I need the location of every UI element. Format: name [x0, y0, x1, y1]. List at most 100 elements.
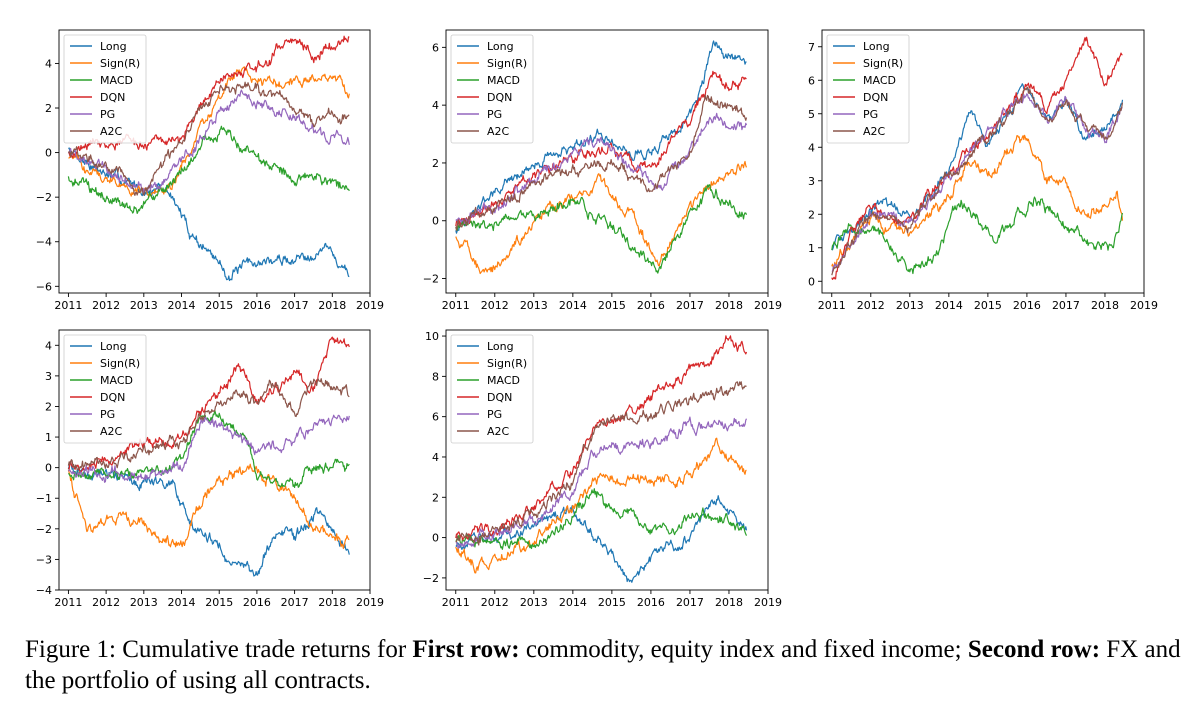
y-tick-label: 0: [432, 532, 439, 545]
axes-frame: [445, 29, 769, 294]
x-tick-label: 2015: [205, 299, 233, 312]
y-tick-label: −2: [36, 191, 52, 204]
x-tick-label: 2013: [520, 596, 548, 609]
x-tick-label: 2017: [281, 299, 309, 312]
legend-label: PG: [863, 108, 878, 121]
y-tick-label: 1: [808, 242, 815, 255]
y-tick-label: 5: [808, 108, 815, 121]
axes-frame: [445, 329, 769, 591]
x-tick-label: 2016: [243, 596, 271, 609]
legend-label: Sign(R): [487, 57, 527, 70]
legend-label: Long: [863, 40, 890, 53]
axes-frame: [58, 29, 371, 294]
x-tick-label: 2015: [205, 596, 233, 609]
axes-frame: [58, 329, 371, 591]
axes-frame: [821, 29, 1145, 294]
y-tick-label: 2: [432, 491, 439, 504]
caption-bold-first-row: First row:: [412, 636, 520, 663]
series-line-macd: [67, 125, 350, 214]
y-tick-label: 0: [808, 275, 815, 288]
x-tick-label: 2014: [168, 299, 196, 312]
x-tick-label: 2017: [281, 596, 309, 609]
series-group: [831, 36, 1124, 280]
legend-label: PG: [100, 408, 115, 421]
x-tick-label: 2011: [54, 596, 82, 609]
x-tick-label: 2012: [481, 299, 509, 312]
legend-label: DQN: [487, 91, 512, 104]
series-line-signr: [455, 437, 747, 574]
series-group: [455, 335, 748, 583]
x-tick-label: 2017: [676, 596, 704, 609]
legend-label: A2C: [487, 125, 510, 138]
legend: Long Sign(R) MACD DQN PG A2C: [450, 34, 534, 144]
legend: Long Sign(R) MACD DQN PG A2C: [826, 34, 910, 144]
legend-box: [450, 334, 534, 444]
x-tick-label: 2014: [559, 596, 587, 609]
series-line-macd: [455, 184, 748, 274]
legend-label: Sign(R): [100, 357, 140, 370]
legend-label: A2C: [100, 425, 123, 438]
series-line-dqn: [67, 336, 350, 474]
legend: Long Sign(R) MACD DQN PG A2C: [63, 334, 147, 444]
y-tick-label: 10: [425, 330, 439, 343]
figure-caption: Figure 1: Cumulative trade returns for F…: [25, 634, 1185, 696]
y-tick-label: −1: [36, 492, 52, 505]
x-tick-label: 2014: [168, 596, 196, 609]
panel-5: 2011 2012 2013 2014 2015 2016 2017 2018 2019 −2 0 2…: [423, 329, 782, 609]
legend-label: Sign(R): [100, 57, 140, 70]
y-tick-label: 6: [432, 411, 439, 424]
series-group: [67, 336, 350, 577]
x-tick-label: 2015: [598, 299, 626, 312]
legend-label: DQN: [100, 391, 125, 404]
series-line-a2c: [831, 86, 1124, 276]
y-tick-label: 4: [808, 141, 815, 154]
series-line-signr: [68, 66, 350, 198]
y-tick-label: −4: [36, 236, 52, 249]
legend-box: [826, 34, 910, 144]
x-tick-label: 2018: [715, 299, 743, 312]
series-line-long: [455, 495, 748, 583]
caption-mid: commodity, equity index and fixed income…: [519, 636, 968, 663]
legend-label: Long: [100, 40, 127, 53]
series-line-pg: [455, 112, 748, 224]
y-tick-label: 2: [432, 157, 439, 170]
x-tick-label: 2014: [935, 299, 963, 312]
panel-2: 2011 2012 2013 2014 2015 2016 2017 2018 2019 −2 0 2…: [423, 29, 782, 312]
y-tick-label: −4: [36, 584, 52, 597]
x-tick-label: 2019: [356, 299, 384, 312]
x-tick-label: 2013: [896, 299, 924, 312]
x-tick-label: 2012: [857, 299, 885, 312]
series-line-macd: [455, 488, 748, 550]
legend-label: Long: [487, 40, 514, 53]
legend-label: DQN: [487, 391, 512, 404]
x-tick-label: 2012: [92, 596, 120, 609]
legend-label: Sign(R): [863, 57, 903, 70]
legend-label: MACD: [100, 74, 133, 87]
x-tick-label: 2013: [130, 299, 158, 312]
series-line-long: [67, 461, 350, 577]
x-tick-label: 2019: [754, 596, 782, 609]
x-tick-label: 2012: [481, 596, 509, 609]
legend-label: DQN: [863, 91, 888, 104]
y-tick-label: 6: [432, 41, 439, 54]
legend-label: DQN: [100, 91, 125, 104]
x-tick-label: 2016: [637, 596, 665, 609]
legend-label: A2C: [100, 125, 123, 138]
x-tick-label: 2016: [1013, 299, 1041, 312]
x-tick-label: 2012: [92, 299, 120, 312]
panel-3: 2011 2012 2013 2014 2015 2016 2017 2018 2019 0 1 2 3…: [808, 29, 1158, 312]
y-tick-label: 0: [432, 215, 439, 228]
series-line-signr: [67, 463, 350, 550]
y-tick-label: 3: [808, 175, 815, 188]
legend-label: Long: [487, 340, 514, 353]
y-tick-label: 4: [45, 57, 52, 70]
x-tick-label: 2015: [974, 299, 1002, 312]
x-tick-label: 2015: [598, 596, 626, 609]
y-tick-label: −2: [423, 273, 439, 286]
x-tick-label: 2019: [356, 596, 384, 609]
legend-label: Sign(R): [487, 357, 527, 370]
x-tick-label: 2019: [754, 299, 782, 312]
y-tick-label: 1: [45, 431, 52, 444]
x-tick-label: 2011: [442, 596, 470, 609]
series-line-pg: [831, 93, 1123, 272]
